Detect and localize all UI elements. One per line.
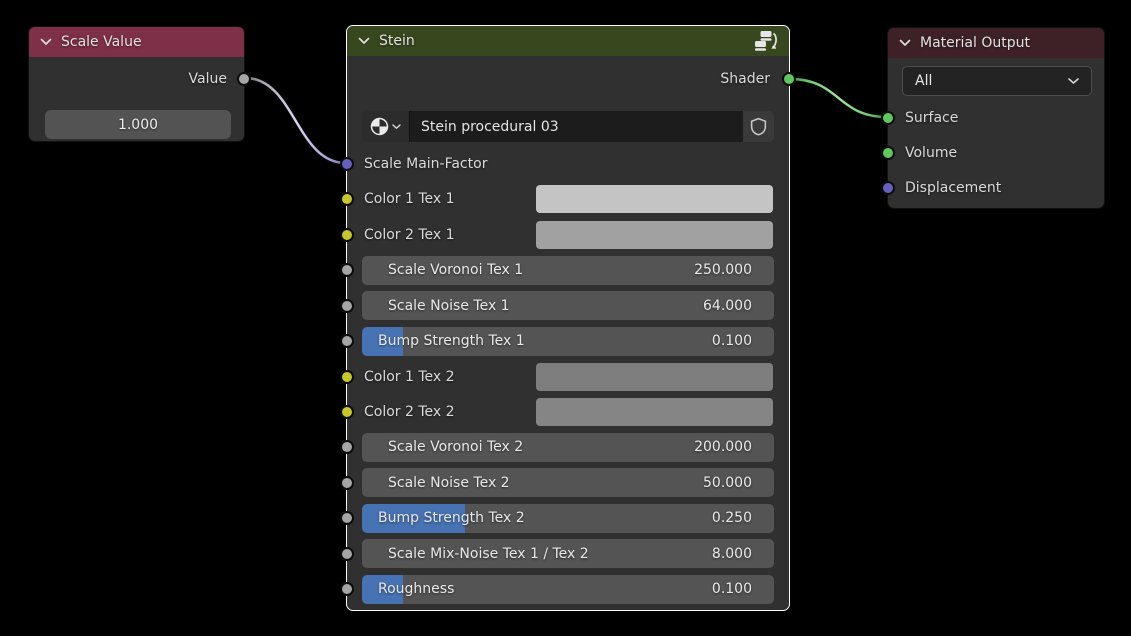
collapse-chevron-icon[interactable] <box>358 37 370 45</box>
input-socket-surface[interactable] <box>881 111 895 125</box>
number-field-scale-voronoi-tex-1[interactable]: Scale Voronoi Tex 1 250.000 <box>362 255 774 285</box>
field-value-bump-strength-tex-2: 0.250 <box>711 510 752 527</box>
input-label-displacement: Displacement <box>905 180 1002 196</box>
input-socket-scale-noise-tex-1[interactable] <box>340 298 354 313</box>
input-socket-roughness[interactable] <box>340 582 354 596</box>
input-label-color-1-tex-1: Color 1 Tex 1 <box>364 191 455 208</box>
field-label-scale-noise-tex-2: Scale Noise Tex 2 <box>388 474 510 491</box>
field-value-scale-voronoi-tex-1: 250.000 <box>694 262 752 279</box>
node-title: Material Output <box>920 35 1030 51</box>
input-socket-color-2-tex-1[interactable] <box>340 227 354 242</box>
chevron-down-icon <box>1068 77 1079 85</box>
value-number-text: 1.000 <box>117 116 159 133</box>
slider-roughness[interactable]: Roughness 0.100 <box>362 574 774 604</box>
material-selector-row: Stein procedural 03 <box>362 111 774 142</box>
input-label-color-2-tex-2: Color 2 Tex 2 <box>364 403 455 420</box>
value-output-label: Value <box>188 71 227 87</box>
node-material-output[interactable]: Material Output All Surface Volume Displac… <box>881 27 1105 209</box>
slider-fill-bump-strength-tex-2 <box>362 503 465 533</box>
material-name-text: Stein procedural 03 <box>421 118 559 135</box>
material-output-header[interactable]: Material Output <box>888 28 1104 58</box>
output-socket-shader[interactable] <box>782 72 796 86</box>
field-value-scale-noise-tex-2: 50.000 <box>703 474 752 491</box>
input-socket-volume[interactable] <box>881 146 895 160</box>
node-scale-value[interactable]: Scale Value Value 1.000 <box>28 26 251 142</box>
node-stein[interactable]: Stein Shader <box>340 25 796 611</box>
material-name-field[interactable]: Stein procedural 03 <box>409 111 743 142</box>
input-label-color-1-tex-2: Color 1 Tex 2 <box>364 368 455 385</box>
input-socket-bump-strength-tex-2[interactable] <box>340 511 354 526</box>
field-label-bump-strength-tex-1: Bump Strength Tex 1 <box>378 333 525 350</box>
shader-output-label: Shader <box>720 71 770 87</box>
node-title: Scale Value <box>61 34 142 50</box>
input-socket-scale-main-factor[interactable] <box>340 157 354 171</box>
slider-bump-strength-tex-1[interactable]: Bump Strength Tex 1 0.100 <box>362 326 774 356</box>
scale-value-header[interactable]: Scale Value <box>29 27 244 57</box>
node-title: Stein <box>379 33 415 49</box>
input-label-scale-main-factor: Scale Main-Factor <box>364 156 488 172</box>
field-value-roughness: 0.100 <box>711 581 752 597</box>
output-socket-value[interactable] <box>237 72 251 86</box>
input-socket-color-2-tex-2[interactable] <box>340 404 354 419</box>
number-field-scale-voronoi-tex-2[interactable]: Scale Voronoi Tex 2 200.000 <box>362 432 774 462</box>
number-field-scale-noise-tex-1[interactable]: Scale Noise Tex 1 64.000 <box>362 291 774 321</box>
collapse-chevron-icon[interactable] <box>899 39 911 47</box>
color-swatch-color-2-tex-2[interactable] <box>536 397 773 426</box>
input-socket-color-1-tex-2[interactable] <box>340 369 354 384</box>
input-socket-displacement[interactable] <box>881 181 895 195</box>
field-value-scale-voronoi-tex-2: 200.000 <box>694 439 752 456</box>
field-label-roughness: Roughness <box>378 581 455 597</box>
input-socket-bump-strength-tex-1[interactable] <box>340 334 354 349</box>
wire-value-to-scale-main-factor <box>244 76 347 165</box>
material-sphere-icon <box>370 117 389 136</box>
output-target-value: All <box>915 73 933 89</box>
slider-fill-roughness <box>362 574 404 604</box>
input-label-volume: Volume <box>905 145 958 161</box>
wire-shader-to-surface <box>789 77 888 119</box>
input-label-color-2-tex-1: Color 2 Tex 1 <box>364 226 455 243</box>
input-socket-scale-mix-noise-tex-1-tex-2[interactable] <box>340 546 354 561</box>
input-socket-scale-noise-tex-2[interactable] <box>340 475 354 490</box>
number-field-scale-noise-tex-2[interactable]: Scale Noise Tex 2 50.000 <box>362 468 774 498</box>
slider-fill-bump-strength-tex-1 <box>362 326 404 356</box>
field-value-scale-mix-noise-tex-1-tex-2: 8.000 <box>711 545 752 562</box>
input-socket-scale-voronoi-tex-1[interactable] <box>340 263 354 278</box>
shield-icon <box>750 117 767 136</box>
field-value-bump-strength-tex-1: 0.100 <box>711 333 752 350</box>
material-browse-button[interactable] <box>362 111 409 142</box>
collapse-chevron-icon[interactable] <box>40 38 52 46</box>
color-swatch-color-1-tex-1[interactable] <box>536 185 773 214</box>
field-value-scale-noise-tex-1: 64.000 <box>703 297 752 314</box>
color-swatch-color-2-tex-1[interactable] <box>536 220 773 249</box>
number-field-scale-mix-noise-tex-1-tex-2[interactable]: Scale Mix-Noise Tex 1 / Tex 2 8.000 <box>362 539 774 569</box>
input-socket-scale-voronoi-tex-2[interactable] <box>340 440 354 455</box>
output-target-dropdown[interactable]: All <box>902 66 1092 96</box>
field-label-scale-voronoi-tex-1: Scale Voronoi Tex 1 <box>388 262 524 279</box>
value-number-field[interactable]: 1.000 <box>45 110 231 139</box>
stein-header[interactable]: Stein <box>347 26 789 56</box>
slider-bump-strength-tex-2[interactable]: Bump Strength Tex 2 0.250 <box>362 503 774 533</box>
chevron-down-icon <box>392 123 401 129</box>
input-socket-color-1-tex-1[interactable] <box>340 192 354 207</box>
field-label-scale-noise-tex-1: Scale Noise Tex 1 <box>388 297 510 314</box>
field-label-scale-voronoi-tex-2: Scale Voronoi Tex 2 <box>388 439 524 456</box>
input-label-surface: Surface <box>905 110 959 126</box>
node-group-icon[interactable] <box>754 30 778 52</box>
fake-user-button[interactable] <box>743 111 774 142</box>
color-swatch-color-1-tex-2[interactable] <box>536 362 773 391</box>
field-label-scale-mix-noise-tex-1-tex-2: Scale Mix-Noise Tex 1 / Tex 2 <box>388 545 589 562</box>
field-label-bump-strength-tex-2: Bump Strength Tex 2 <box>378 510 525 527</box>
